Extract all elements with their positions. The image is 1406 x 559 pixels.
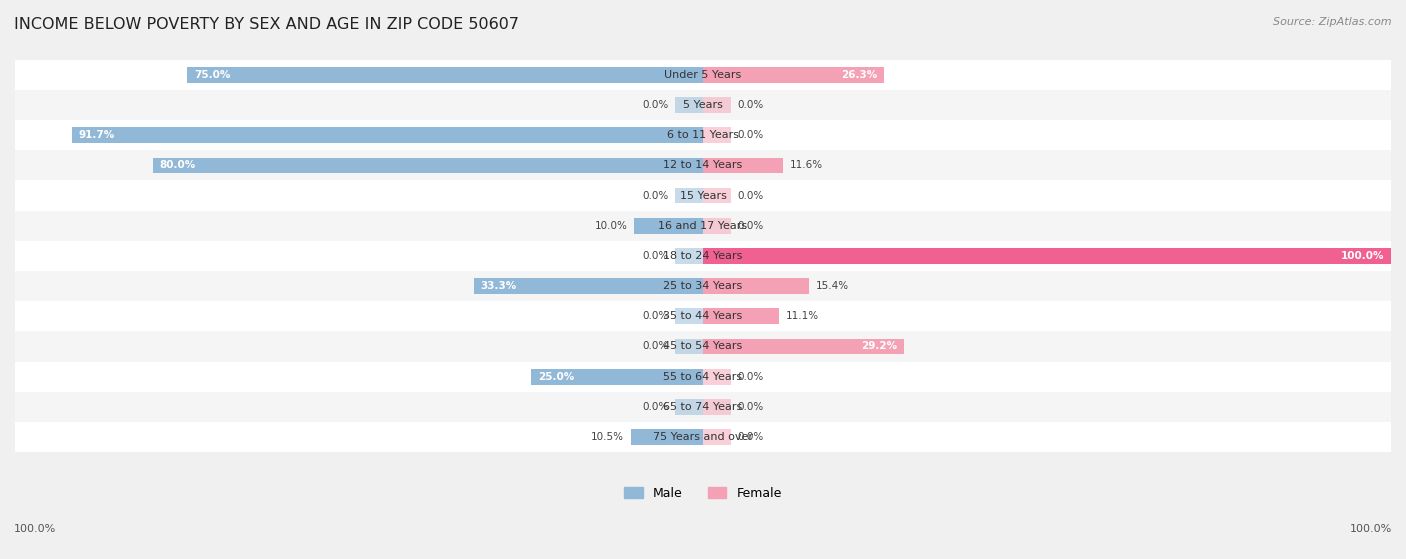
Bar (703, 369, 731, 385)
Text: 15.4%: 15.4% (815, 281, 849, 291)
Bar (703, 429, 731, 445)
Text: 18 to 24 Years: 18 to 24 Years (664, 251, 742, 261)
Text: 100.0%: 100.0% (14, 524, 56, 534)
Text: 29.2%: 29.2% (860, 342, 897, 352)
Text: 11.1%: 11.1% (786, 311, 820, 321)
Text: 26.3%: 26.3% (841, 70, 877, 80)
Text: 10.5%: 10.5% (591, 432, 624, 442)
Text: INCOME BELOW POVERTY BY SEX AND AGE IN ZIP CODE 50607: INCOME BELOW POVERTY BY SEX AND AGE IN Z… (14, 17, 519, 32)
Bar (675, 399, 703, 415)
Bar (15, 60, 1391, 90)
Bar (703, 67, 884, 83)
Bar (153, 158, 703, 173)
Text: 25.0%: 25.0% (538, 372, 574, 382)
Bar (187, 67, 703, 83)
Text: 0.0%: 0.0% (643, 251, 669, 261)
Text: 100.0%: 100.0% (1340, 251, 1384, 261)
Text: 80.0%: 80.0% (159, 160, 195, 170)
Bar (15, 150, 1391, 181)
Text: 33.3%: 33.3% (481, 281, 517, 291)
Bar (675, 97, 703, 113)
Bar (15, 331, 1391, 362)
Text: 0.0%: 0.0% (737, 221, 763, 231)
Text: 0.0%: 0.0% (643, 342, 669, 352)
Text: 100.0%: 100.0% (1350, 524, 1392, 534)
Text: 0.0%: 0.0% (737, 191, 763, 201)
Text: Source: ZipAtlas.com: Source: ZipAtlas.com (1274, 17, 1392, 27)
Text: 0.0%: 0.0% (737, 100, 763, 110)
Legend: Male, Female: Male, Female (619, 482, 787, 505)
Bar (15, 90, 1391, 120)
Text: 5 Years: 5 Years (683, 100, 723, 110)
Bar (15, 301, 1391, 331)
Text: Under 5 Years: Under 5 Years (665, 70, 741, 80)
Text: 91.7%: 91.7% (79, 130, 115, 140)
Bar (15, 181, 1391, 211)
Text: 35 to 44 Years: 35 to 44 Years (664, 311, 742, 321)
Text: 0.0%: 0.0% (643, 100, 669, 110)
Text: 10.0%: 10.0% (595, 221, 627, 231)
Bar (703, 248, 1391, 264)
Text: 16 and 17 Years: 16 and 17 Years (658, 221, 748, 231)
Bar (675, 248, 703, 264)
Bar (15, 241, 1391, 271)
Bar (531, 369, 703, 385)
Bar (703, 97, 731, 113)
Text: 11.6%: 11.6% (790, 160, 823, 170)
Bar (703, 278, 808, 294)
Bar (703, 188, 731, 203)
Text: 45 to 54 Years: 45 to 54 Years (664, 342, 742, 352)
Text: 75.0%: 75.0% (194, 70, 231, 80)
Bar (634, 218, 703, 234)
Bar (474, 278, 703, 294)
Bar (703, 309, 779, 324)
Bar (703, 339, 904, 354)
Text: 65 to 74 Years: 65 to 74 Years (664, 402, 742, 412)
Bar (15, 422, 1391, 452)
Bar (72, 127, 703, 143)
Bar (631, 429, 703, 445)
Bar (703, 399, 731, 415)
Bar (703, 218, 731, 234)
Text: 55 to 64 Years: 55 to 64 Years (664, 372, 742, 382)
Text: 25 to 34 Years: 25 to 34 Years (664, 281, 742, 291)
Bar (675, 188, 703, 203)
Text: 6 to 11 Years: 6 to 11 Years (666, 130, 740, 140)
Text: 0.0%: 0.0% (737, 402, 763, 412)
Text: 0.0%: 0.0% (737, 432, 763, 442)
Text: 0.0%: 0.0% (737, 372, 763, 382)
Text: 0.0%: 0.0% (643, 191, 669, 201)
Bar (703, 158, 783, 173)
Text: 0.0%: 0.0% (643, 402, 669, 412)
Bar (675, 339, 703, 354)
Text: 15 Years: 15 Years (679, 191, 727, 201)
Bar (15, 271, 1391, 301)
Text: 0.0%: 0.0% (737, 130, 763, 140)
Bar (15, 211, 1391, 241)
Text: 0.0%: 0.0% (643, 311, 669, 321)
Bar (15, 392, 1391, 422)
Text: 75 Years and over: 75 Years and over (652, 432, 754, 442)
Bar (675, 309, 703, 324)
Bar (15, 362, 1391, 392)
Bar (703, 127, 731, 143)
Bar (15, 120, 1391, 150)
Text: 12 to 14 Years: 12 to 14 Years (664, 160, 742, 170)
